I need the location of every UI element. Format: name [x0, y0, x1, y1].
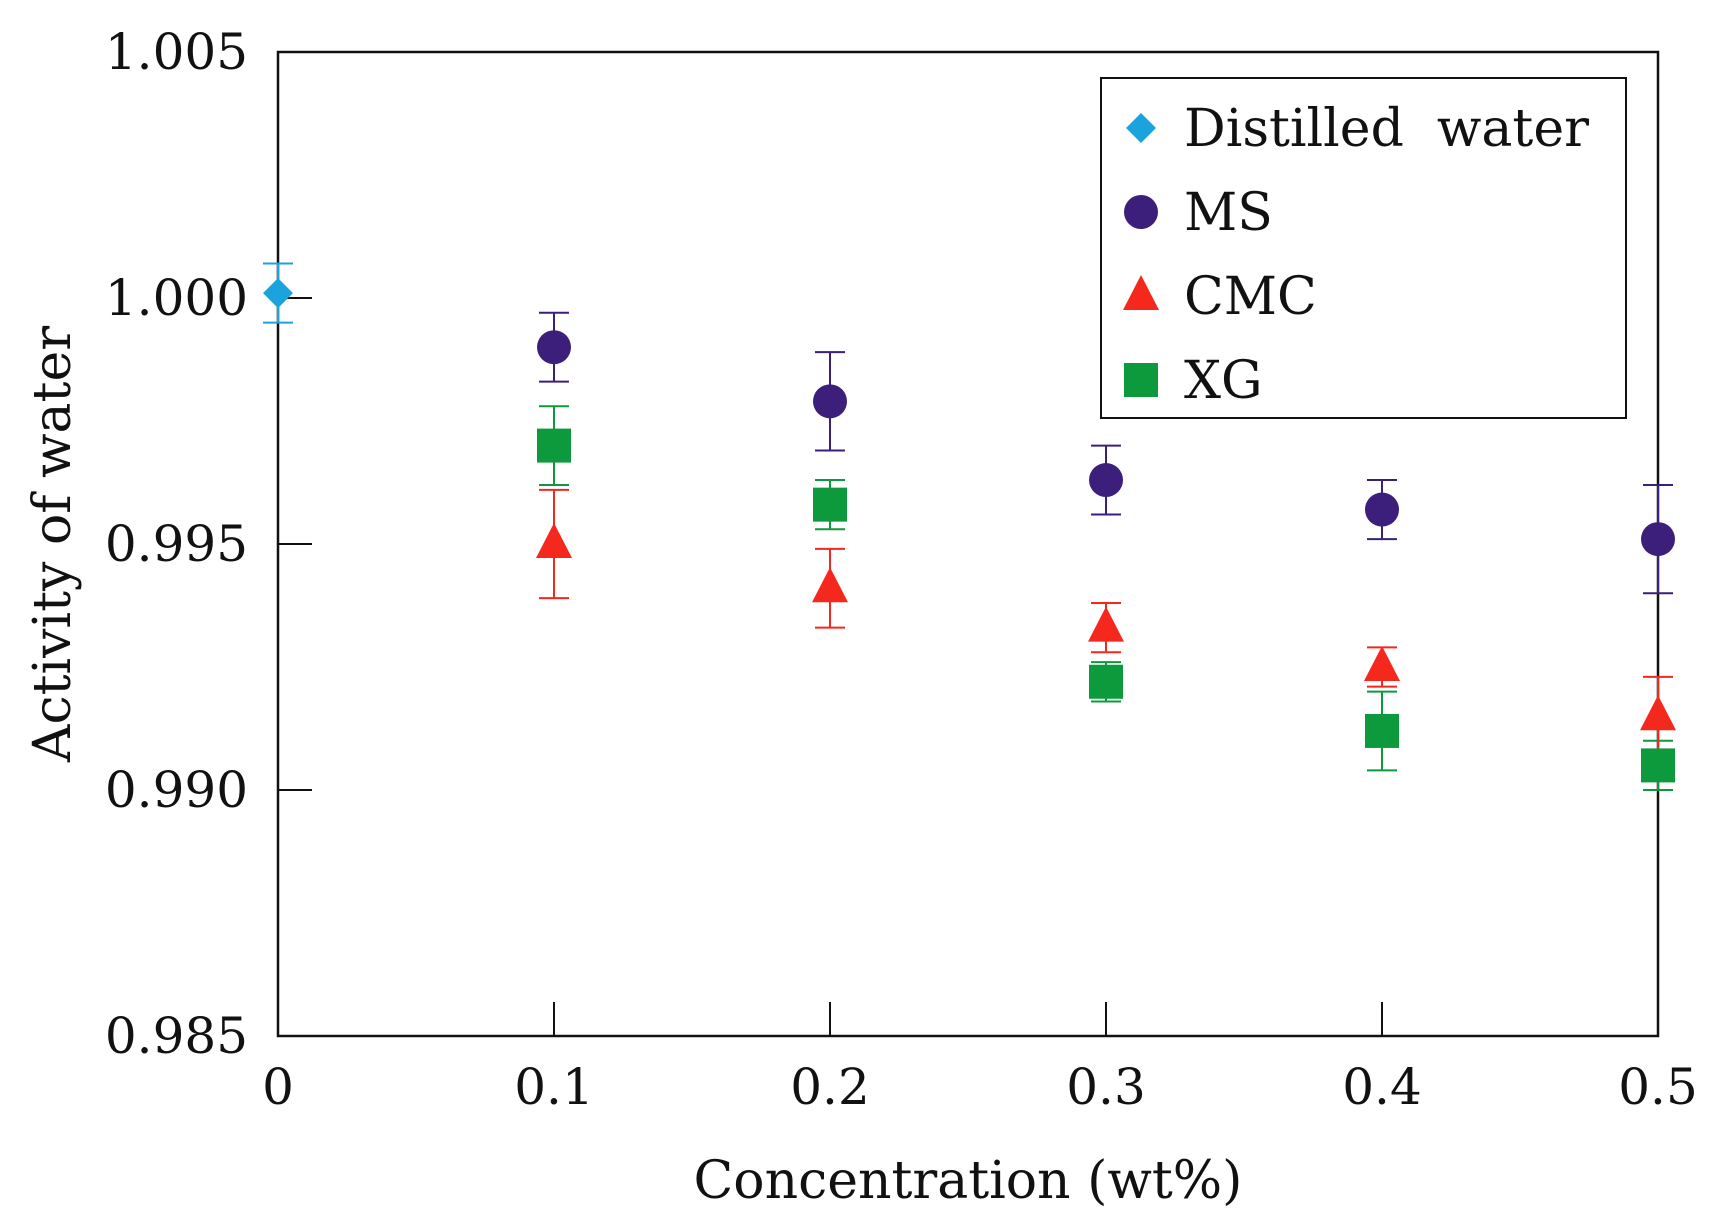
data-point-circle — [537, 330, 571, 365]
legend-marker-circle — [1124, 195, 1158, 229]
data-point-triangle — [536, 523, 572, 558]
legend-marker-square — [1124, 363, 1158, 397]
data-point-square — [537, 428, 571, 463]
data-point-square — [1365, 713, 1399, 748]
y-tick-label: 0.995 — [105, 515, 248, 573]
data-point-circle — [1641, 522, 1675, 557]
data-point-circle — [813, 384, 847, 419]
data-point-square — [1089, 664, 1123, 699]
data-point-square — [1641, 748, 1675, 783]
x-tick-label: 0.4 — [1342, 1058, 1422, 1116]
x-tick-label: 0.2 — [790, 1058, 870, 1116]
x-tick-label: 0.3 — [1066, 1058, 1146, 1116]
legend-label: MS — [1184, 183, 1273, 243]
legend-marker-triangle — [1123, 275, 1159, 310]
x-tick-label: 0 — [262, 1058, 294, 1116]
y-tick-label: 0.990 — [105, 761, 248, 819]
data-point-triangle — [1640, 695, 1676, 731]
data-point-square — [813, 487, 847, 522]
y-tick-label: 0.985 — [105, 1007, 248, 1065]
x-tick-label: 0.5 — [1618, 1058, 1698, 1116]
data-markers — [263, 278, 1676, 783]
data-point-diamond — [263, 278, 293, 309]
data-point-triangle — [812, 567, 848, 603]
legend-label: CMC — [1184, 267, 1317, 327]
y-tick-label: 1.005 — [105, 23, 248, 81]
x-tick-label: 0.1 — [514, 1058, 594, 1116]
legend-label: Distilled water — [1184, 99, 1589, 159]
axis-ticks: 0 0.1 0.2 0.3 0.4 0.5 0.985 0.990 0.995 1.000 1.00… — [105, 23, 1698, 1116]
data-point-triangle — [1364, 646, 1400, 681]
legend: Distilled water MS CMC XG — [1100, 77, 1627, 419]
data-point-circle — [1089, 463, 1123, 498]
data-point-triangle — [1088, 606, 1124, 642]
data-point-circle — [1365, 492, 1399, 527]
legend-label: XG — [1184, 351, 1263, 411]
legend-marker-diamond — [1126, 113, 1156, 143]
x-axis-title: Concentration (wt%) — [694, 1151, 1243, 1211]
y-tick-label: 1.000 — [105, 269, 248, 327]
y-axis-title: Activity of water — [23, 326, 83, 763]
legend-box — [1100, 77, 1627, 419]
